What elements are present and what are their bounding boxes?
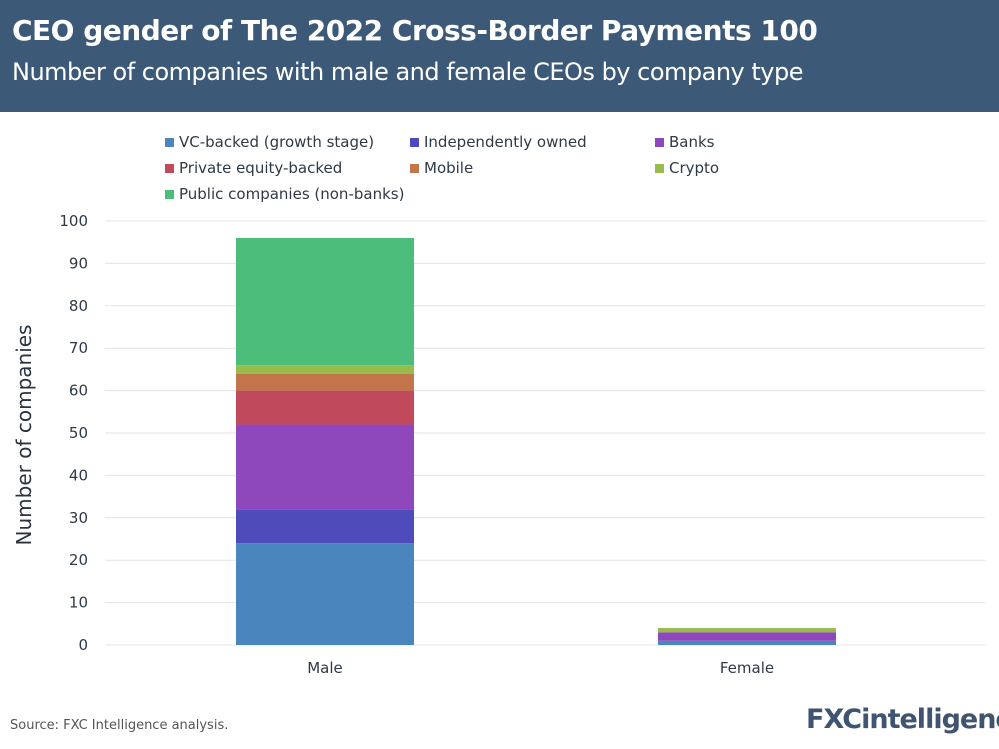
fxc-logo: FXCintelligence™ [806, 704, 999, 735]
chart-title: CEO gender of The 2022 Cross-Border Paym… [12, 14, 818, 47]
bar-segment-female-vc-backed-growth-stage [658, 640, 836, 645]
bar-segment-male-independently-owned [236, 509, 414, 544]
bar-segment-male-public-companies-non-banks [236, 237, 414, 366]
y-tick-label: 70 [69, 339, 88, 357]
y-tick-label: 20 [69, 551, 88, 569]
y-tick-label: 50 [69, 424, 88, 442]
y-tick-label: 10 [69, 594, 88, 612]
y-tick-label: 60 [69, 382, 88, 400]
y-tick-label: 80 [69, 297, 88, 315]
y-tick-label: 100 [59, 212, 88, 230]
y-tick-label: 0 [78, 636, 88, 654]
logo-text: FXCintelligence [806, 704, 999, 735]
bar-segment-male-vc-backed-growth-stage [236, 543, 414, 645]
bar-segment-male-crypto [236, 365, 414, 374]
y-tick-label: 30 [69, 509, 88, 527]
bar-segment-female-crypto [658, 628, 836, 633]
chart-subtitle: Number of companies with male and female… [12, 58, 803, 86]
stacked-bar-chart: 0 10 20 30 40 50 60 70 80 90 100 Male Female [59, 212, 985, 677]
y-tick-label: 90 [69, 254, 88, 272]
bar-segment-female-banks [658, 632, 836, 641]
chart-header: CEO gender of The 2022 Cross-Border Paym… [0, 0, 999, 112]
x-tick-label: Male [307, 659, 343, 677]
source-note: Source: FXC Intelligence analysis. [10, 718, 229, 733]
bar-segment-male-mobile [236, 373, 414, 391]
y-tick-label: 40 [69, 466, 88, 484]
bar-segment-male-private-equity-backed [236, 390, 414, 425]
bar-segment-male-banks [236, 424, 414, 510]
x-tick-label: Female [720, 659, 774, 677]
